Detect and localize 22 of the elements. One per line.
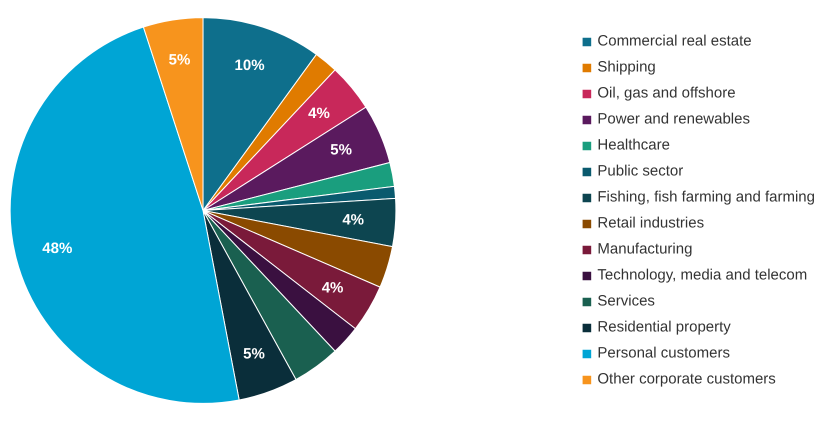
legend-label: Other corporate customers	[597, 370, 776, 388]
legend-label: Commercial real estate	[597, 32, 752, 50]
legend-label: Manufacturing	[597, 240, 692, 258]
legend-label: Retail industries	[597, 214, 704, 232]
legend-label: Shipping	[597, 58, 656, 76]
data-label: 5%	[168, 52, 190, 69]
legend-label: Fishing, fish farming and farming	[597, 188, 815, 206]
legend-label: Residential property	[597, 318, 731, 336]
legend-label: Power and renewables	[597, 110, 750, 128]
legend-label: Personal customers	[597, 344, 730, 362]
data-label: 4%	[308, 104, 330, 122]
data-label: 5%	[330, 142, 352, 159]
data-label: 4%	[322, 280, 344, 297]
legend-label: Healthcare	[597, 136, 670, 154]
legend-label: Public sector	[597, 162, 684, 180]
data-label: 10%	[234, 57, 265, 74]
legend-label: Technology, media and telecom	[597, 266, 808, 284]
data-label: 5%	[243, 345, 265, 362]
data-label: 48%	[42, 240, 72, 257]
legend-label: Services	[597, 292, 655, 310]
legend-label: Oil, gas and offshore	[597, 84, 736, 102]
data-label: 4%	[342, 212, 364, 229]
